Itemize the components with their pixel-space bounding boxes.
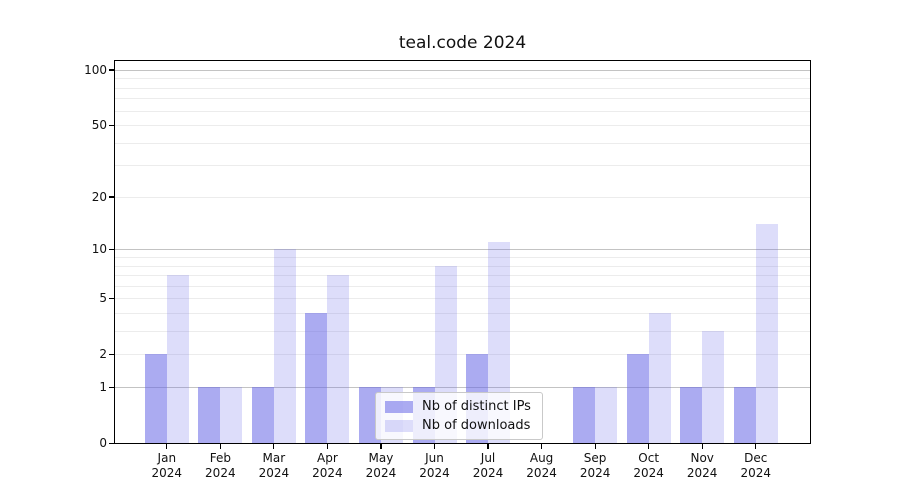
x-tick-label: Sep 2024 — [579, 451, 611, 480]
x-tick-label: Aug 2024 — [526, 451, 557, 480]
gridline-minor — [115, 98, 810, 100]
gridline-minor — [115, 331, 810, 333]
bar-downloads — [327, 275, 350, 444]
legend-swatch-downloads — [385, 419, 413, 432]
y-tick-label: 10 — [91, 242, 107, 257]
x-tick-mark — [219, 444, 221, 449]
bar-downloads — [702, 331, 725, 444]
y-tick-mark — [109, 386, 114, 388]
x-tick-mark — [326, 444, 328, 449]
chart-title: teal.code 2024 — [398, 33, 527, 53]
x-tick-label: Jul 2024 — [472, 451, 504, 480]
bar-downloads — [273, 249, 296, 444]
gridline-minor — [115, 257, 810, 259]
y-tick-mark — [109, 297, 114, 299]
x-tick-mark — [433, 444, 436, 449]
x-tick-mark — [755, 444, 757, 449]
legend-label: Nb of distinct IPs — [422, 399, 531, 414]
bar-distinct-ips — [680, 387, 703, 444]
plot-area — [114, 60, 811, 444]
y-tick-label: 5 — [99, 291, 107, 306]
bar-downloads — [648, 313, 671, 444]
x-tick-label: Mar 2024 — [258, 451, 290, 480]
y-tick-mark — [109, 248, 114, 250]
x-tick-label: Jan 2024 — [151, 451, 183, 480]
y-tick-label: 50 — [91, 118, 107, 133]
gridline-minor — [115, 265, 810, 267]
x-tick-mark — [594, 444, 596, 449]
x-tick-mark — [487, 444, 489, 449]
y-tick-label: 20 — [91, 189, 107, 204]
legend-row-downloads: Nb of downloads — [385, 418, 531, 433]
bar-downloads — [220, 387, 243, 444]
bar-distinct-ips — [305, 313, 328, 444]
gridline-minor — [115, 313, 810, 315]
x-tick-label: Oct 2024 — [633, 451, 664, 480]
gridline-minor — [115, 165, 810, 167]
gridline-minor — [115, 125, 810, 127]
gridline-minor — [115, 110, 810, 112]
gridline-minor — [115, 78, 810, 80]
gridline-minor — [115, 275, 810, 277]
bar-distinct-ips — [626, 354, 649, 444]
x-tick-label: Dec 2024 — [740, 451, 771, 480]
x-tick-label: Nov 2024 — [686, 451, 718, 480]
y-tick-mark — [109, 69, 114, 71]
legend: Nb of distinct IPs Nb of downloads — [375, 392, 543, 440]
gridline-major — [115, 69, 810, 71]
y-tick-mark — [109, 353, 114, 355]
gridline-major — [115, 249, 810, 251]
bar-distinct-ips — [573, 387, 596, 444]
x-tick-label: Jun 2024 — [419, 451, 450, 480]
x-tick-mark — [166, 444, 168, 449]
bar-downloads — [595, 387, 618, 444]
bar-distinct-ips — [144, 354, 167, 444]
y-tick-label: 1 — [99, 380, 107, 395]
bar-distinct-ips — [251, 387, 274, 444]
x-tick-mark — [273, 444, 275, 449]
x-tick-mark — [540, 444, 543, 449]
y-tick-label: 2 — [99, 347, 107, 362]
y-tick-mark — [109, 124, 114, 126]
y-tick-mark — [109, 196, 114, 198]
x-tick-mark — [648, 444, 650, 449]
x-tick-label: Feb 2024 — [205, 451, 236, 480]
gridline-minor — [115, 298, 810, 300]
legend-label: Nb of downloads — [422, 418, 531, 433]
y-tick-label: 0 — [99, 436, 107, 451]
gridline-minor — [115, 354, 810, 356]
bar-distinct-ips — [733, 387, 756, 444]
x-tick-label: Apr 2024 — [312, 451, 343, 480]
gridline-minor — [115, 285, 810, 287]
bar-downloads — [166, 275, 189, 444]
legend-row-distinct-ips: Nb of distinct IPs — [385, 399, 531, 414]
gridline-minor — [115, 142, 810, 144]
bar-downloads — [755, 224, 778, 444]
gridline-minor — [115, 87, 810, 89]
gridline-major — [115, 387, 810, 389]
x-tick-mark — [701, 444, 703, 449]
gridline-minor — [115, 196, 810, 198]
legend-swatch-distinct-ips — [385, 400, 413, 413]
y-tick-label: 100 — [84, 62, 107, 77]
x-tick-label: May 2024 — [365, 451, 397, 480]
bar-distinct-ips — [198, 387, 221, 444]
y-tick-mark — [109, 442, 114, 444]
x-tick-mark — [380, 444, 382, 449]
